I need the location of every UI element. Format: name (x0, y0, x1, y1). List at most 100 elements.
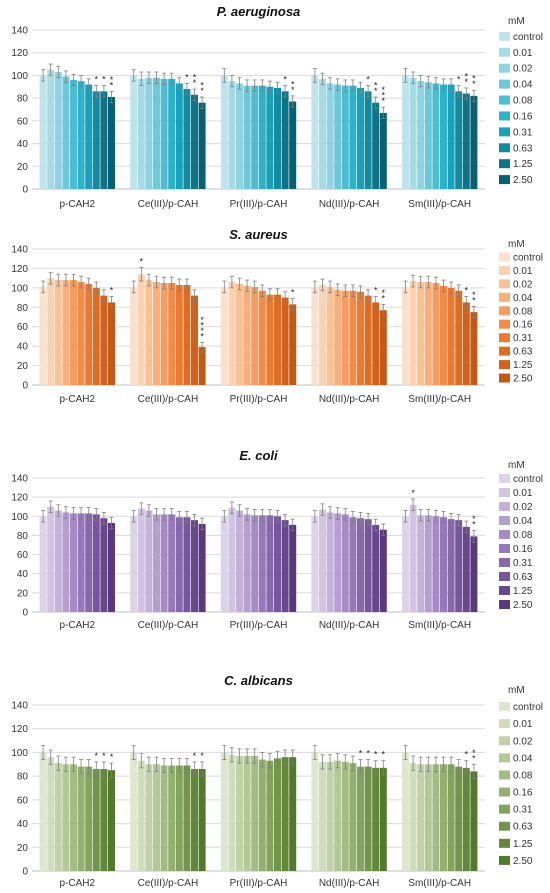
legend-swatch (499, 31, 510, 41)
bar (137, 274, 145, 385)
x-category-label: Nd(III)/p-CAH (319, 620, 380, 631)
y-tick-label: 60 (17, 795, 29, 806)
y-tick-label: 80 (17, 772, 29, 783)
significance-marker: * (185, 72, 189, 82)
bar (349, 517, 357, 612)
bar (417, 764, 425, 871)
bar (424, 764, 432, 871)
significance-marker: * (382, 91, 386, 101)
legend-swatch (499, 736, 510, 746)
legend-swatch (499, 265, 510, 275)
y-tick-label: 20 (17, 162, 29, 173)
x-category-label: Sm(III)/p-CAH (408, 394, 471, 405)
bar (432, 764, 440, 871)
bar (92, 287, 100, 385)
legend-label: 0.08 (513, 306, 533, 317)
bar (183, 517, 191, 612)
bar (258, 85, 266, 189)
legend-label: control (513, 252, 543, 263)
legend-label: 0.63 (513, 347, 533, 358)
bar (228, 507, 236, 612)
bar (100, 91, 108, 189)
bar (372, 102, 380, 189)
bar (281, 297, 289, 385)
bar (85, 84, 93, 189)
bar (251, 85, 259, 189)
y-tick-label: 20 (17, 361, 29, 372)
significance-marker: * (200, 331, 204, 341)
chart-panel: S. aureus020406080100120140*p-CAH2*****C… (11, 227, 543, 405)
bar (85, 513, 93, 612)
legend-label: 0.04 (513, 293, 533, 304)
bar (417, 81, 425, 189)
bar (39, 75, 47, 189)
bar (379, 767, 387, 871)
bar (319, 284, 326, 385)
bar (372, 767, 380, 871)
bar (130, 286, 138, 385)
bar (191, 94, 198, 189)
bar (220, 516, 228, 612)
y-tick-label: 100 (11, 748, 28, 759)
bar (183, 284, 191, 385)
bar (54, 280, 62, 385)
bar (62, 280, 70, 385)
significance-marker: * (472, 290, 476, 300)
legend-swatch (499, 586, 510, 595)
bar (137, 508, 145, 612)
bar (417, 515, 425, 612)
significance-marker: * (411, 488, 415, 498)
bar (417, 282, 425, 385)
bar (168, 765, 176, 871)
legend-swatch (499, 95, 510, 105)
bar (251, 755, 259, 871)
y-tick-label: 40 (17, 569, 29, 580)
bar (198, 102, 206, 189)
bar (198, 347, 206, 385)
bar (92, 91, 100, 189)
x-category-label: Nd(III)/p-CAH (319, 199, 380, 210)
x-category-label: Nd(III)/p-CAH (319, 394, 380, 405)
bar (357, 766, 364, 871)
legend-swatch (499, 572, 510, 581)
legend-label: 0.31 (513, 558, 533, 569)
bar (334, 760, 342, 871)
chart-title: E. coli (239, 448, 278, 463)
bar (108, 770, 115, 871)
legend-swatch (499, 838, 510, 848)
bar (145, 280, 153, 385)
legend-swatch (499, 159, 510, 169)
legend-swatch (499, 279, 510, 289)
y-tick-label: 40 (17, 139, 29, 150)
significance-marker: * (291, 85, 295, 95)
legend-swatch (499, 143, 510, 153)
bar (168, 283, 176, 385)
bar (274, 758, 281, 871)
bar (349, 85, 357, 189)
significance-marker: * (457, 75, 461, 85)
bar (319, 761, 326, 871)
bar (470, 771, 478, 871)
x-category-label: Ce(III)/p-CAH (138, 878, 199, 889)
x-category-label: Sm(III)/p-CAH (408, 620, 471, 631)
bar (198, 769, 206, 871)
legend-swatch (499, 787, 510, 797)
bar (470, 312, 478, 385)
bar (289, 304, 297, 385)
bar (364, 91, 372, 189)
bar (153, 764, 160, 871)
significance-marker: * (102, 75, 106, 85)
significance-marker: * (283, 75, 287, 85)
bar (266, 294, 274, 385)
legend-swatch (499, 111, 510, 121)
bar (409, 77, 417, 189)
legend-label: 2.50 (513, 175, 533, 186)
x-category-label: Sm(III)/p-CAH (408, 199, 471, 210)
x-category-label: p-CAH2 (60, 199, 96, 210)
legend-swatch (499, 544, 510, 553)
chart-title: P. aeruginosa (217, 4, 301, 19)
bar (62, 764, 70, 871)
bar (334, 513, 342, 612)
bar (258, 290, 266, 385)
x-category-label: Nd(III)/p-CAH (319, 878, 380, 889)
